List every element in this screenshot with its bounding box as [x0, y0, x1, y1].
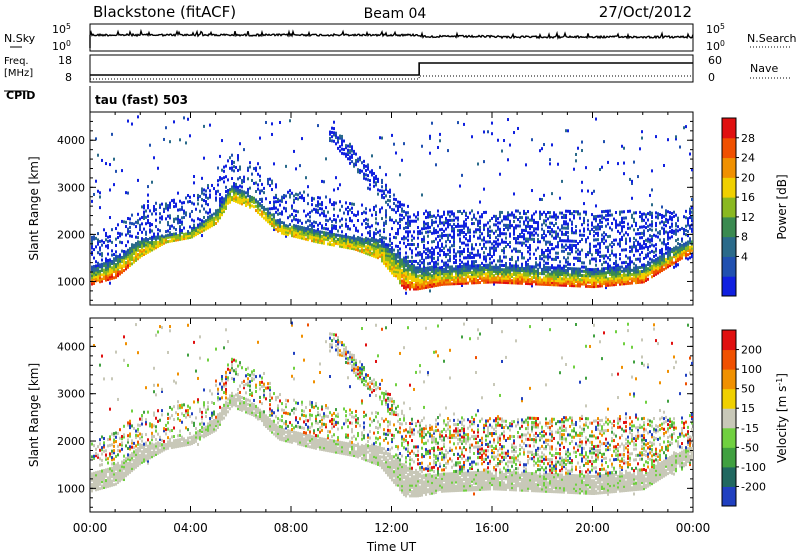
ytick-label: 3000 [57, 388, 85, 401]
colorbar-segment [722, 447, 736, 468]
colorbar-tick-label: 8 [741, 231, 748, 244]
colorbar-segment [722, 427, 736, 448]
sky-noise-panel: N.Sky 105 100 105 100 N.Search [4, 22, 797, 53]
search-tick-bottom: 100 [706, 39, 725, 53]
date-label: 27/Oct/2012 [599, 3, 692, 21]
xtick-label: 20:00 [575, 521, 610, 535]
xtick-label: 12:00 [374, 521, 409, 535]
beam-label: Beam 04 [364, 6, 427, 22]
colorbar-segment [722, 236, 736, 257]
freq-frame [89, 54, 694, 83]
ytick-label: 1000 [57, 482, 85, 495]
colorbar-tick-label: 15 [741, 402, 755, 415]
nave-label: Nave [750, 62, 778, 75]
colorbar-segment [722, 486, 736, 507]
colorbar-tick-label: 4 [741, 250, 748, 263]
scatter-cells [91, 321, 693, 498]
freq-tick-bottom: 8 [65, 71, 72, 84]
cpid-row: CPID tau (fast) 503 [4, 86, 188, 112]
freq-tick-top: 18 [58, 54, 72, 67]
colorbar-segment [722, 388, 736, 409]
ytick-label: 2000 [57, 435, 85, 448]
colorbar-segment [722, 330, 736, 351]
scatter-cells [91, 115, 693, 295]
sky-noise-line [89, 28, 694, 48]
colorbar-segment [722, 216, 736, 238]
xtick-label: 00:00 [676, 521, 711, 535]
ytick-label: 2000 [57, 228, 85, 241]
colorbar-tick-label: 50 [741, 383, 755, 396]
ytick-label: 4000 [57, 134, 85, 147]
time-axis: 00:00 04:00 08:00 12:00 16:00 20:00 00:00 Time … [73, 521, 711, 554]
ylabel: Slant Range [km] [27, 156, 41, 260]
colorbar-tick-label: 12 [741, 211, 755, 224]
cpid-label: CPID [6, 89, 35, 102]
nave-tick-bottom: 0 [708, 71, 715, 84]
xtick-label: 08:00 [274, 521, 309, 535]
colorbar-label: Velocity [m s-1] [775, 373, 789, 463]
search-label: N.Search [747, 32, 797, 45]
colorbar-segment [722, 369, 736, 390]
colorbar-tick-label: 200 [741, 344, 762, 357]
colorbar-frame [721, 117, 737, 297]
colorbar-tick-label: 20 [741, 171, 755, 184]
ylabel: Slant Range [km] [27, 363, 41, 467]
ytick-label: 1000 [57, 275, 85, 288]
station-title: Blackstone (fitACF) [93, 3, 236, 21]
colorbar-frame [721, 329, 737, 507]
freq-label-2: [MHz] [4, 68, 33, 79]
colorbar-label: Power [dB] [775, 174, 789, 239]
header: Blackstone (fitACF) Beam 04 27/Oct/2012 [93, 3, 692, 22]
colorbar-segment [722, 466, 736, 487]
colorbar-segment [722, 276, 736, 297]
velocity-panel: 1000 2000 3000 4000 Slant Range [km] [27, 317, 694, 513]
sky-left-label: N.Sky [4, 32, 36, 45]
colorbar-tick-label: 16 [741, 191, 755, 204]
colorbar-segment [722, 157, 736, 178]
xtick-label: 04:00 [173, 521, 208, 535]
power-panel: 1000 2000 3000 4000 Slant Range [km] [27, 111, 694, 306]
freq-label-1: Freq. [4, 56, 29, 67]
ytick-label: 4000 [57, 340, 85, 353]
nave-line [90, 75, 693, 80]
colorbar-segment [722, 177, 736, 198]
xtick-label: 16:00 [475, 521, 510, 535]
search-tick-top: 105 [706, 22, 725, 36]
colorbar-tick-label: -15 [741, 422, 759, 435]
colorbar-tick-label: -50 [741, 441, 759, 454]
frequency-panel: Freq.[MHz] 18 8 60 0 Nave [4, 54, 790, 84]
colorbar-tick-label: -100 [741, 461, 766, 474]
colorbar-tick-label: -200 [741, 480, 766, 493]
cpid-value: tau (fast) 503 [95, 93, 188, 107]
colorbar-tick-label: 100 [741, 363, 762, 376]
colorbar-segment [722, 197, 736, 218]
colorbar-segment [722, 137, 736, 159]
colorbar-segment [722, 118, 736, 139]
ytick-label: 3000 [57, 181, 85, 194]
sky-tick-top: 105 [52, 22, 71, 36]
xlabel: Time UT [366, 540, 417, 554]
nave-tick-top: 60 [708, 54, 722, 67]
xtick-label: 00:00 [73, 521, 108, 535]
colorbar-tick-label: 24 [741, 152, 755, 165]
colorbar-tick-label: 28 [741, 132, 755, 145]
power-colorbar: 28 24 20 16 12 8 4 Power [dB] [721, 117, 789, 297]
velocity-colorbar: 200 100 50 15 -15 -50 -100 -200 Velocity [m s-1] [721, 329, 789, 507]
colorbar-segment [722, 349, 736, 370]
colorbar-segment [722, 408, 736, 429]
freq-line [90, 62, 693, 76]
colorbar-segment [722, 256, 736, 277]
sky-tick-bottom: 100 [52, 39, 71, 53]
